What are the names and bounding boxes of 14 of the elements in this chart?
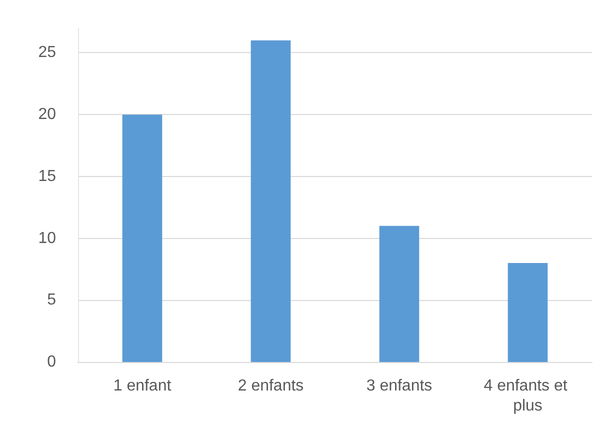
y-tick-label: 15 xyxy=(38,168,56,185)
bar xyxy=(379,226,420,362)
bar xyxy=(122,114,162,362)
x-tick-label: 4 enfants et plus xyxy=(484,378,572,414)
x-tick-label: 2 enfants xyxy=(238,378,304,394)
bar xyxy=(250,40,291,362)
bar xyxy=(508,263,548,362)
y-tick-label: 10 xyxy=(38,230,56,247)
y-tick-label: 20 xyxy=(38,106,56,124)
y-tick-label: 5 xyxy=(47,292,56,309)
x-tick-label: 1 enfant xyxy=(113,378,172,394)
y-tick-label: 0 xyxy=(47,354,56,370)
y-tick-label: 25 xyxy=(38,44,56,62)
x-tick-label: 3 enfants xyxy=(366,378,432,394)
